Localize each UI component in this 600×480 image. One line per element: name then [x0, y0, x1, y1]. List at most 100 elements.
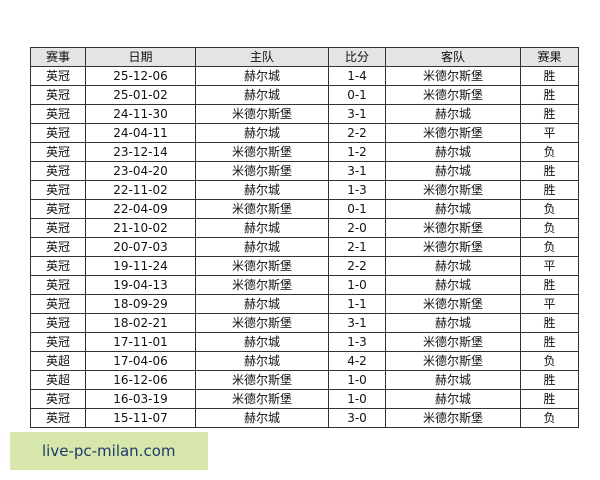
table-cell: 英冠	[30, 199, 86, 219]
table-cell: 赫尔城	[195, 332, 329, 352]
table-cell: 3-1	[328, 161, 386, 181]
table-cell: 英冠	[30, 237, 86, 257]
table-cell: 米德尔斯堡	[195, 199, 329, 219]
table-cell: 英冠	[30, 275, 86, 295]
table-cell: 1-0	[328, 275, 386, 295]
table-cell: 胜	[520, 85, 579, 105]
table-cell: 英冠	[30, 180, 86, 200]
table-cell: 负	[520, 142, 579, 162]
table-cell: 英冠	[30, 313, 86, 333]
table-cell: 赫尔城	[195, 408, 329, 428]
table-cell: 21-10-02	[85, 218, 196, 238]
table-cell: 25-01-02	[85, 85, 196, 105]
table-row: 英冠 21-10-02 赫尔城 2-0 米德尔斯堡负	[30, 218, 579, 238]
table-cell: 2-1	[328, 237, 386, 257]
table-cell: 米德尔斯堡	[195, 142, 329, 162]
table-cell: 赫尔城	[385, 161, 521, 181]
table-cell: 平	[520, 256, 579, 276]
table-cell: 赫尔城	[385, 142, 521, 162]
table-cell: 胜	[520, 104, 579, 124]
table-row: 英冠 24-11-30 米德尔斯堡 3-1 赫尔城胜	[30, 104, 579, 124]
table-row: 英冠 23-12-14 米德尔斯堡 1-2 赫尔城负	[30, 142, 579, 162]
table-cell: 米德尔斯堡	[195, 256, 329, 276]
table-cell: 英冠	[30, 218, 86, 238]
table-cell: 负	[520, 408, 579, 428]
header-cell: 赛事	[30, 47, 86, 67]
table-row: 英冠 24-04-11 赫尔城 2-2 米德尔斯堡平	[30, 123, 579, 143]
table-cell: 3-0	[328, 408, 386, 428]
table-cell: 19-11-24	[85, 256, 196, 276]
table-cell: 米德尔斯堡	[385, 85, 521, 105]
table-cell: 2-2	[328, 256, 386, 276]
table-cell: 胜	[520, 161, 579, 181]
table-cell: 英冠	[30, 161, 86, 181]
table-cell: 英冠	[30, 389, 86, 409]
table-cell: 胜	[520, 275, 579, 295]
table-cell: 米德尔斯堡	[385, 218, 521, 238]
table-cell: 2-0	[328, 218, 386, 238]
watermark-text: live-pc-milan.com	[42, 442, 176, 460]
table-cell: 胜	[520, 66, 579, 86]
table-cell: 赫尔城	[195, 237, 329, 257]
table-row: 英冠 18-09-29 赫尔城 1-1 米德尔斯堡平	[30, 294, 579, 314]
table-cell: 赫尔城	[385, 256, 521, 276]
table-cell: 米德尔斯堡	[195, 275, 329, 295]
table-cell: 胜	[520, 370, 579, 390]
table-cell: 19-04-13	[85, 275, 196, 295]
table-row: 英冠 15-11-07 赫尔城 3-0 米德尔斯堡负	[30, 408, 579, 428]
table-cell: 胜	[520, 313, 579, 333]
results-table: 赛事 日期 主队 比分 客队 赛果 英冠 25-12-06 赫尔城 1-4 米德尔斯堡胜英冠 25-…	[30, 47, 579, 428]
table-cell: 1-3	[328, 180, 386, 200]
table-cell: 1-0	[328, 389, 386, 409]
table-cell: 3-1	[328, 104, 386, 124]
table-cell: 英冠	[30, 408, 86, 428]
table-cell: 米德尔斯堡	[385, 237, 521, 257]
table-cell: 平	[520, 294, 579, 314]
table-cell: 1-1	[328, 294, 386, 314]
table-row: 英冠 20-07-03 赫尔城 2-1 米德尔斯堡负	[30, 237, 579, 257]
table-cell: 负	[520, 199, 579, 219]
table-cell: 米德尔斯堡	[195, 370, 329, 390]
table-cell: 英超	[30, 351, 86, 371]
table-cell: 赫尔城	[385, 389, 521, 409]
table-cell: 赫尔城	[385, 275, 521, 295]
table-cell: 英冠	[30, 256, 86, 276]
header-row: 赛事 日期 主队 比分 客队 赛果	[30, 47, 579, 67]
table-cell: 米德尔斯堡	[385, 66, 521, 86]
table-cell: 16-03-19	[85, 389, 196, 409]
header-cell: 日期	[85, 47, 196, 67]
header-cell: 赛果	[520, 47, 579, 67]
table-cell: 胜	[520, 180, 579, 200]
table-row: 英冠 25-01-02 赫尔城 0-1 米德尔斯堡胜	[30, 85, 579, 105]
table-cell: 米德尔斯堡	[385, 351, 521, 371]
table-cell: 赫尔城	[195, 66, 329, 86]
table-cell: 1-0	[328, 370, 386, 390]
table-cell: 赫尔城	[385, 199, 521, 219]
table-cell: 米德尔斯堡	[195, 389, 329, 409]
table-cell: 英冠	[30, 104, 86, 124]
watermark-box: live-pc-milan.com	[10, 432, 208, 470]
table-cell: 米德尔斯堡	[385, 123, 521, 143]
table-cell: 赫尔城	[195, 123, 329, 143]
table-cell: 赫尔城	[195, 294, 329, 314]
table-cell: 赫尔城	[385, 313, 521, 333]
table-cell: 17-04-06	[85, 351, 196, 371]
table-cell: 平	[520, 123, 579, 143]
table-cell: 0-1	[328, 199, 386, 219]
table-body: 英冠 25-12-06 赫尔城 1-4 米德尔斯堡胜英冠 25-01-02 赫尔城 0-1 米德…	[30, 66, 579, 428]
table-cell: 赫尔城	[385, 370, 521, 390]
table-row: 英冠 19-11-24 米德尔斯堡 2-2 赫尔城平	[30, 256, 579, 276]
table-cell: 英冠	[30, 332, 86, 352]
table-cell: 英冠	[30, 142, 86, 162]
table-cell: 赫尔城	[385, 104, 521, 124]
table-cell: 负	[520, 218, 579, 238]
table-cell: 米德尔斯堡	[195, 313, 329, 333]
table-cell: 负	[520, 237, 579, 257]
table-cell: 18-02-21	[85, 313, 196, 333]
table-cell: 米德尔斯堡	[385, 180, 521, 200]
table-row: 英冠 25-12-06 赫尔城 1-4 米德尔斯堡胜	[30, 66, 579, 86]
table-cell: 1-4	[328, 66, 386, 86]
table-cell: 米德尔斯堡	[385, 332, 521, 352]
table-row: 英冠 23-04-20 米德尔斯堡 3-1 赫尔城胜	[30, 161, 579, 181]
